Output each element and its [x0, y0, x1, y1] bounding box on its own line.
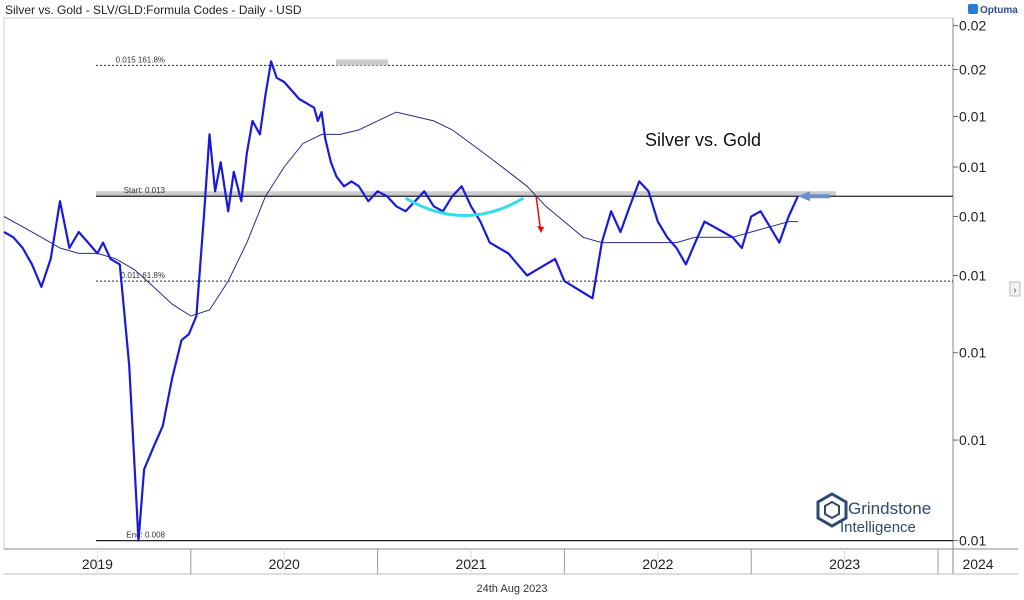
- grindstone-logo-icon: [816, 492, 848, 528]
- watermark: Grindstone Intelligence: [816, 492, 931, 536]
- footer-date: 24th Aug 2023: [477, 583, 548, 595]
- y-tick-label-3: 0.01: [959, 159, 986, 175]
- arrow-left-icon: [797, 191, 830, 202]
- y-tick-label-8: 0.01: [959, 533, 986, 549]
- peak-band: [336, 59, 388, 66]
- scroll-right-box[interactable]: [1009, 281, 1021, 297]
- watermark-line2: Intelligence: [840, 519, 916, 536]
- y-tick-label-2: 0.01: [959, 108, 986, 124]
- grindstone-logo-inner: [824, 500, 840, 520]
- y-tick-label-4: 0.01: [959, 208, 986, 224]
- plot-frame: [3, 17, 954, 550]
- chart-title: Silver vs. Gold: [645, 130, 761, 150]
- moving-average-layer: [3, 111, 798, 317]
- annotations: [404, 191, 830, 234]
- chevron-right-icon[interactable]: ›: [1013, 285, 1016, 296]
- reference-levels: 0.015 161.8% Start: 0.013 0.011 61.8% End: …: [96, 55, 953, 542]
- y-tick-label-0: 0.02: [959, 18, 986, 34]
- y-tick-label-6: 0.01: [959, 345, 986, 361]
- y-axis-ticks: 0.02 0.02 0.01 0.01 0.01 0.01 0.01 0.01 0.01: [953, 18, 986, 549]
- optuma-logo: Optuma: [968, 4, 1018, 16]
- optuma-logo-icon: [968, 4, 978, 14]
- arrow-down-icon: [537, 226, 545, 234]
- scroll-right-button[interactable]: ›: [1009, 281, 1021, 297]
- level-label-2: 0.011 61.8%: [121, 271, 165, 280]
- optuma-logo-text: Optuma: [980, 5, 1018, 16]
- level-label-1: Start: 0.013: [124, 186, 166, 195]
- arrow-down-shaft: [535, 196, 541, 228]
- header-title: Silver vs. Gold - SLV/GLD:Formula Codes …: [5, 3, 302, 17]
- y-tick-label-1: 0.02: [959, 62, 986, 78]
- level-label-0: 0.015 161.8%: [116, 55, 165, 64]
- x-axis-ticks: 2019 2020 2021 2022 2023 2024: [82, 549, 994, 574]
- price-layer: [3, 60, 799, 542]
- cup-annotation: [404, 196, 525, 218]
- y-tick-label-5: 0.01: [959, 267, 986, 283]
- x-tick-label-5: 2024: [962, 556, 993, 572]
- y-tick-label-7: 0.01: [959, 432, 986, 448]
- watermark-line1: Grindstone: [848, 499, 931, 518]
- level-label-3: End: 0.008: [126, 531, 165, 540]
- series-moving-average: [3, 111, 798, 317]
- series-price: [3, 60, 799, 542]
